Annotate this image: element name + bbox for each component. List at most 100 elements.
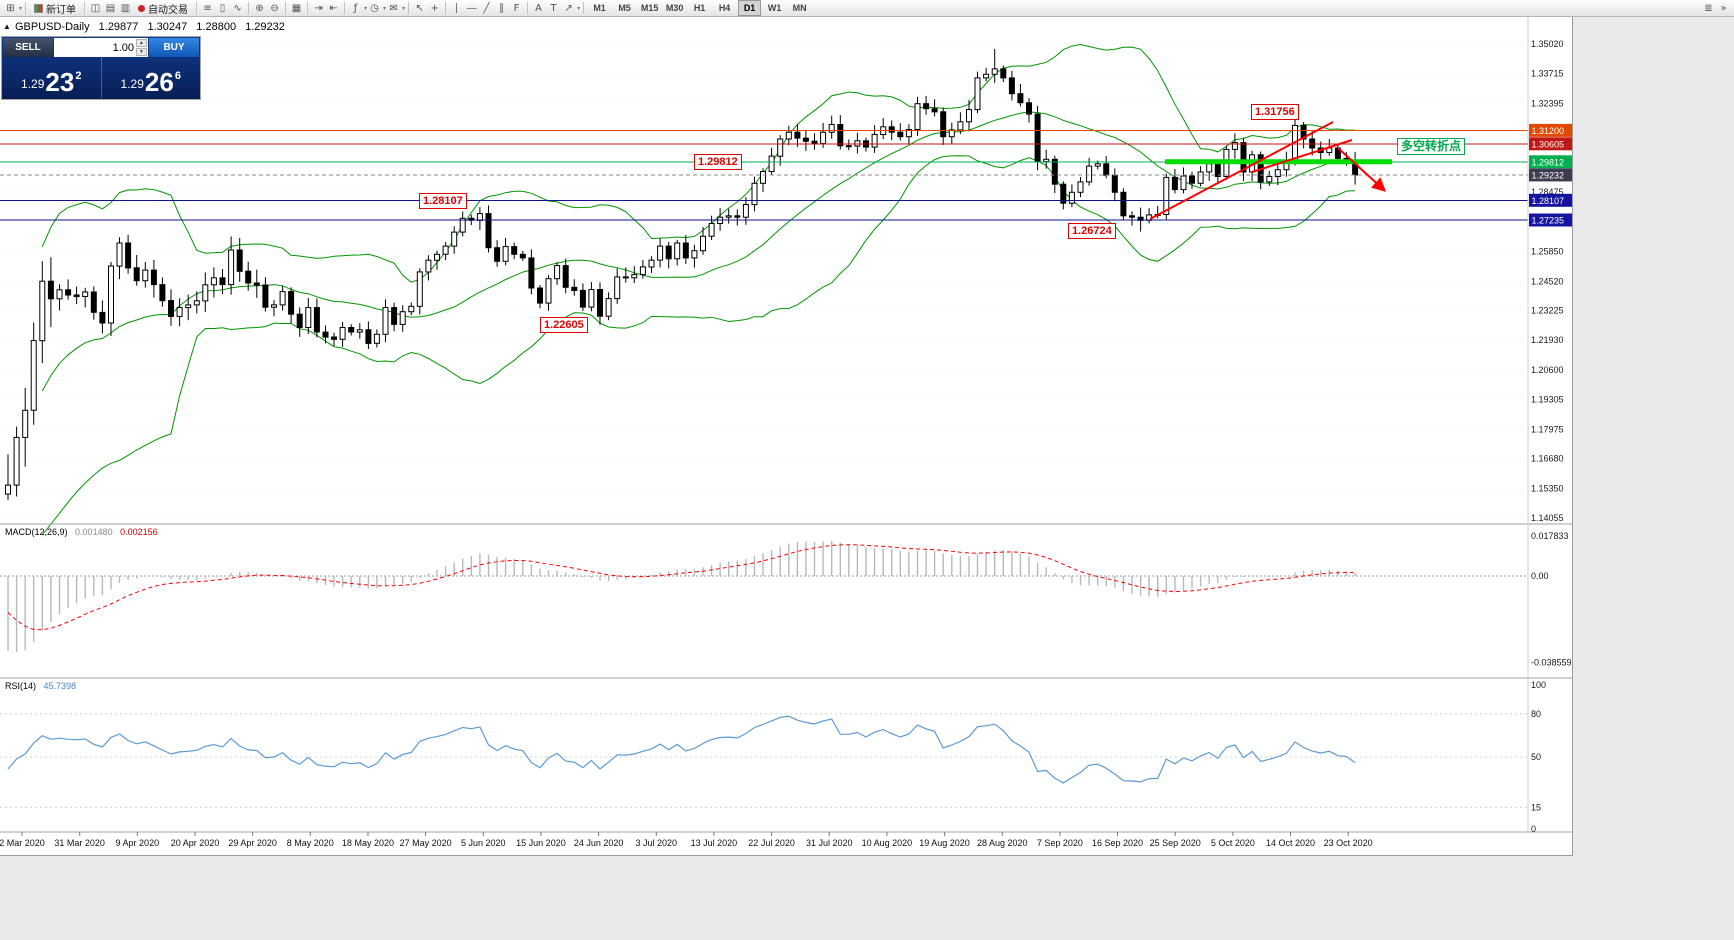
cursor-icon[interactable]: ↖ (415, 2, 424, 14)
volume-increase-icon[interactable]: ▲ (136, 39, 147, 47)
turning-point-label[interactable]: 多空转折点 (1397, 138, 1466, 155)
channel-icon[interactable]: ∥ (499, 2, 505, 14)
zoom-in-icon[interactable]: ⊕ (255, 2, 264, 14)
price-annotation[interactable]: 1.31756 (1251, 104, 1299, 120)
svg-text:1.27235: 1.27235 (1532, 216, 1565, 226)
volume-input[interactable]: 1.00 ▲ ▼ (54, 38, 148, 57)
price-axis-tick: 1.25850 (1531, 246, 1564, 256)
toolbar-options-icon[interactable]: ≣ (1704, 2, 1713, 14)
macd-axis-label: -0.038559 (1531, 658, 1572, 668)
time-axis-label: 2 Mar 2020 (0, 838, 45, 848)
axis-price-badge (1529, 123, 1572, 137)
trend-line[interactable] (1149, 121, 1334, 220)
timeframe-m1[interactable]: M1 (593, 3, 606, 13)
price-chart-canvas[interactable]: 1.35020 1.33715 1.32395 1.28475 1.25850 1.245… (0, 17, 1572, 855)
trend-line[interactable] (1337, 147, 1387, 192)
indicators-dropdown-icon[interactable]: ▾ (364, 5, 368, 12)
chart-window[interactable]: 1.35020 1.33715 1.32395 1.28475 1.25850 1.245… (0, 17, 1573, 856)
sell-button[interactable]: SELL (3, 38, 53, 57)
zoom-out-icon[interactable]: ⊖ (270, 2, 279, 14)
price-annotation[interactable]: 1.22605 (540, 317, 588, 333)
timeframe-m5[interactable]: M5 (618, 3, 631, 13)
new-order-icon (34, 3, 44, 13)
periods-dropdown-icon[interactable]: ▾ (383, 5, 387, 12)
time-axis-label: 10 Aug 2020 (861, 838, 913, 848)
bar-chart-mode-icon[interactable]: ≡ (203, 2, 212, 14)
svg-text:1.30605: 1.30605 (1532, 139, 1565, 149)
bid-price[interactable]: 1.29 23 2 (2, 57, 102, 98)
macd-signal-value: 0.002156 (120, 527, 158, 537)
text-label-icon[interactable]: T (550, 2, 557, 14)
svg-text:1.28107: 1.28107 (1532, 196, 1565, 206)
new-order-button[interactable]: 新订单 (29, 1, 81, 16)
rsi-axis-label: 15 (1531, 802, 1541, 812)
arrows-tool-icon[interactable]: ↗ (564, 2, 573, 14)
price-axis-tick: 1.20600 (1531, 365, 1564, 375)
chart-shift-icon[interactable]: ⇤ (329, 2, 338, 14)
price-axis-tick: 1.32395 (1531, 98, 1564, 108)
toolbar-separator (445, 2, 447, 14)
line-chart-mode-icon[interactable]: ∿ (233, 2, 242, 14)
timeframe-d1[interactable]: D1 (738, 0, 762, 16)
price-annotation[interactable]: 1.28107 (419, 193, 467, 209)
toolbar-separator (84, 2, 86, 14)
indicators-icon[interactable]: ƒ (353, 2, 358, 14)
timeframe-m15[interactable]: M15 (640, 3, 659, 13)
price-annotation[interactable]: 1.29812 (694, 154, 742, 170)
timeframe-h4[interactable]: H4 (718, 3, 731, 13)
price-axis-tick: 1.17975 (1531, 424, 1564, 434)
navigator-icon[interactable]: ▥ (120, 2, 131, 14)
buy-button[interactable]: BUY (149, 38, 199, 57)
toolbar-overflow-icon[interactable]: » (1720, 2, 1727, 14)
toolbar-separator (527, 2, 529, 14)
crosshair-icon[interactable]: + (430, 2, 439, 14)
svg-text:1.29232: 1.29232 (1532, 170, 1565, 180)
tile-windows-icon[interactable]: ▦ (291, 2, 302, 14)
data-window-icon[interactable]: ▤ (105, 2, 116, 14)
trend-line[interactable] (1251, 139, 1353, 173)
fibonacci-icon[interactable]: F (513, 2, 520, 14)
arrows-dropdown-icon[interactable]: ▾ (577, 5, 581, 12)
price-annotation[interactable]: 1.26724 (1068, 223, 1116, 239)
templates-icon[interactable]: ✉ (389, 2, 398, 14)
market-watch-icon[interactable]: ◫ (90, 2, 101, 14)
candlestick-mode-icon[interactable]: ▯ (219, 2, 226, 14)
horizontal-line-icon[interactable]: ― (466, 2, 477, 14)
price-axis-tick: 1.24520 (1531, 276, 1564, 286)
timeframe-m30[interactable]: M30 (665, 3, 684, 13)
one-click-trading-toggle[interactable]: ▲ (3, 22, 11, 31)
price-axis-tick: 1.15350 (1531, 484, 1564, 494)
ask-price[interactable]: 1.29 26 6 (102, 57, 201, 98)
bid-prefix: 1.29 (21, 77, 45, 91)
time-axis-label: 19 Aug 2020 (919, 838, 970, 848)
rsi-header: RSI(14) 45.7398 (5, 681, 81, 691)
timeframe-mn[interactable]: MN (792, 3, 807, 13)
periods-icon[interactable]: ◷ (370, 2, 379, 14)
macd-main-value: 0.001480 (75, 527, 113, 537)
time-axis-label: 16 Sep 2020 (1092, 838, 1144, 848)
price-axis-tick: 1.21930 (1531, 335, 1564, 345)
autotrading-button[interactable]: 自动交易 (133, 1, 193, 16)
vertical-line-icon[interactable]: ∣ (454, 2, 460, 14)
time-axis-label: 3 Jul 2020 (635, 838, 678, 848)
toolbar-separator (583, 2, 585, 14)
time-axis-label: 9 Apr 2020 (115, 838, 160, 848)
trendline-icon[interactable]: ╱ (483, 2, 490, 14)
text-tool-icon[interactable]: A (535, 2, 542, 14)
volume-spinner: ▲ ▼ (136, 39, 147, 56)
toolbar-separator (196, 2, 198, 14)
chart-title: GBPUSD-Daily 1.29877 1.30247 1.28800 1.2… (15, 21, 291, 33)
timeframe-w1[interactable]: W1 (767, 3, 782, 13)
rsi-axis-label: 100 (1531, 680, 1546, 690)
timeframe-h1[interactable]: H1 (693, 3, 706, 13)
time-axis-label: 27 May 2020 (399, 838, 452, 848)
volume-decrease-icon[interactable]: ▼ (136, 48, 147, 56)
ask-pips: 26 (144, 67, 174, 97)
templates-dropdown-icon[interactable]: ▾ (402, 5, 406, 12)
new-chart-dropdown-icon[interactable]: ▾ (19, 5, 23, 12)
time-axis-label: 24 Jun 2020 (573, 838, 624, 848)
new-chart-icon[interactable]: ⊞ (6, 2, 15, 14)
price-axis-tick: 1.14055 (1531, 513, 1564, 523)
auto-scroll-icon[interactable]: ⇥ (314, 2, 323, 14)
macd-axis-label: 0.00 (1531, 571, 1549, 581)
